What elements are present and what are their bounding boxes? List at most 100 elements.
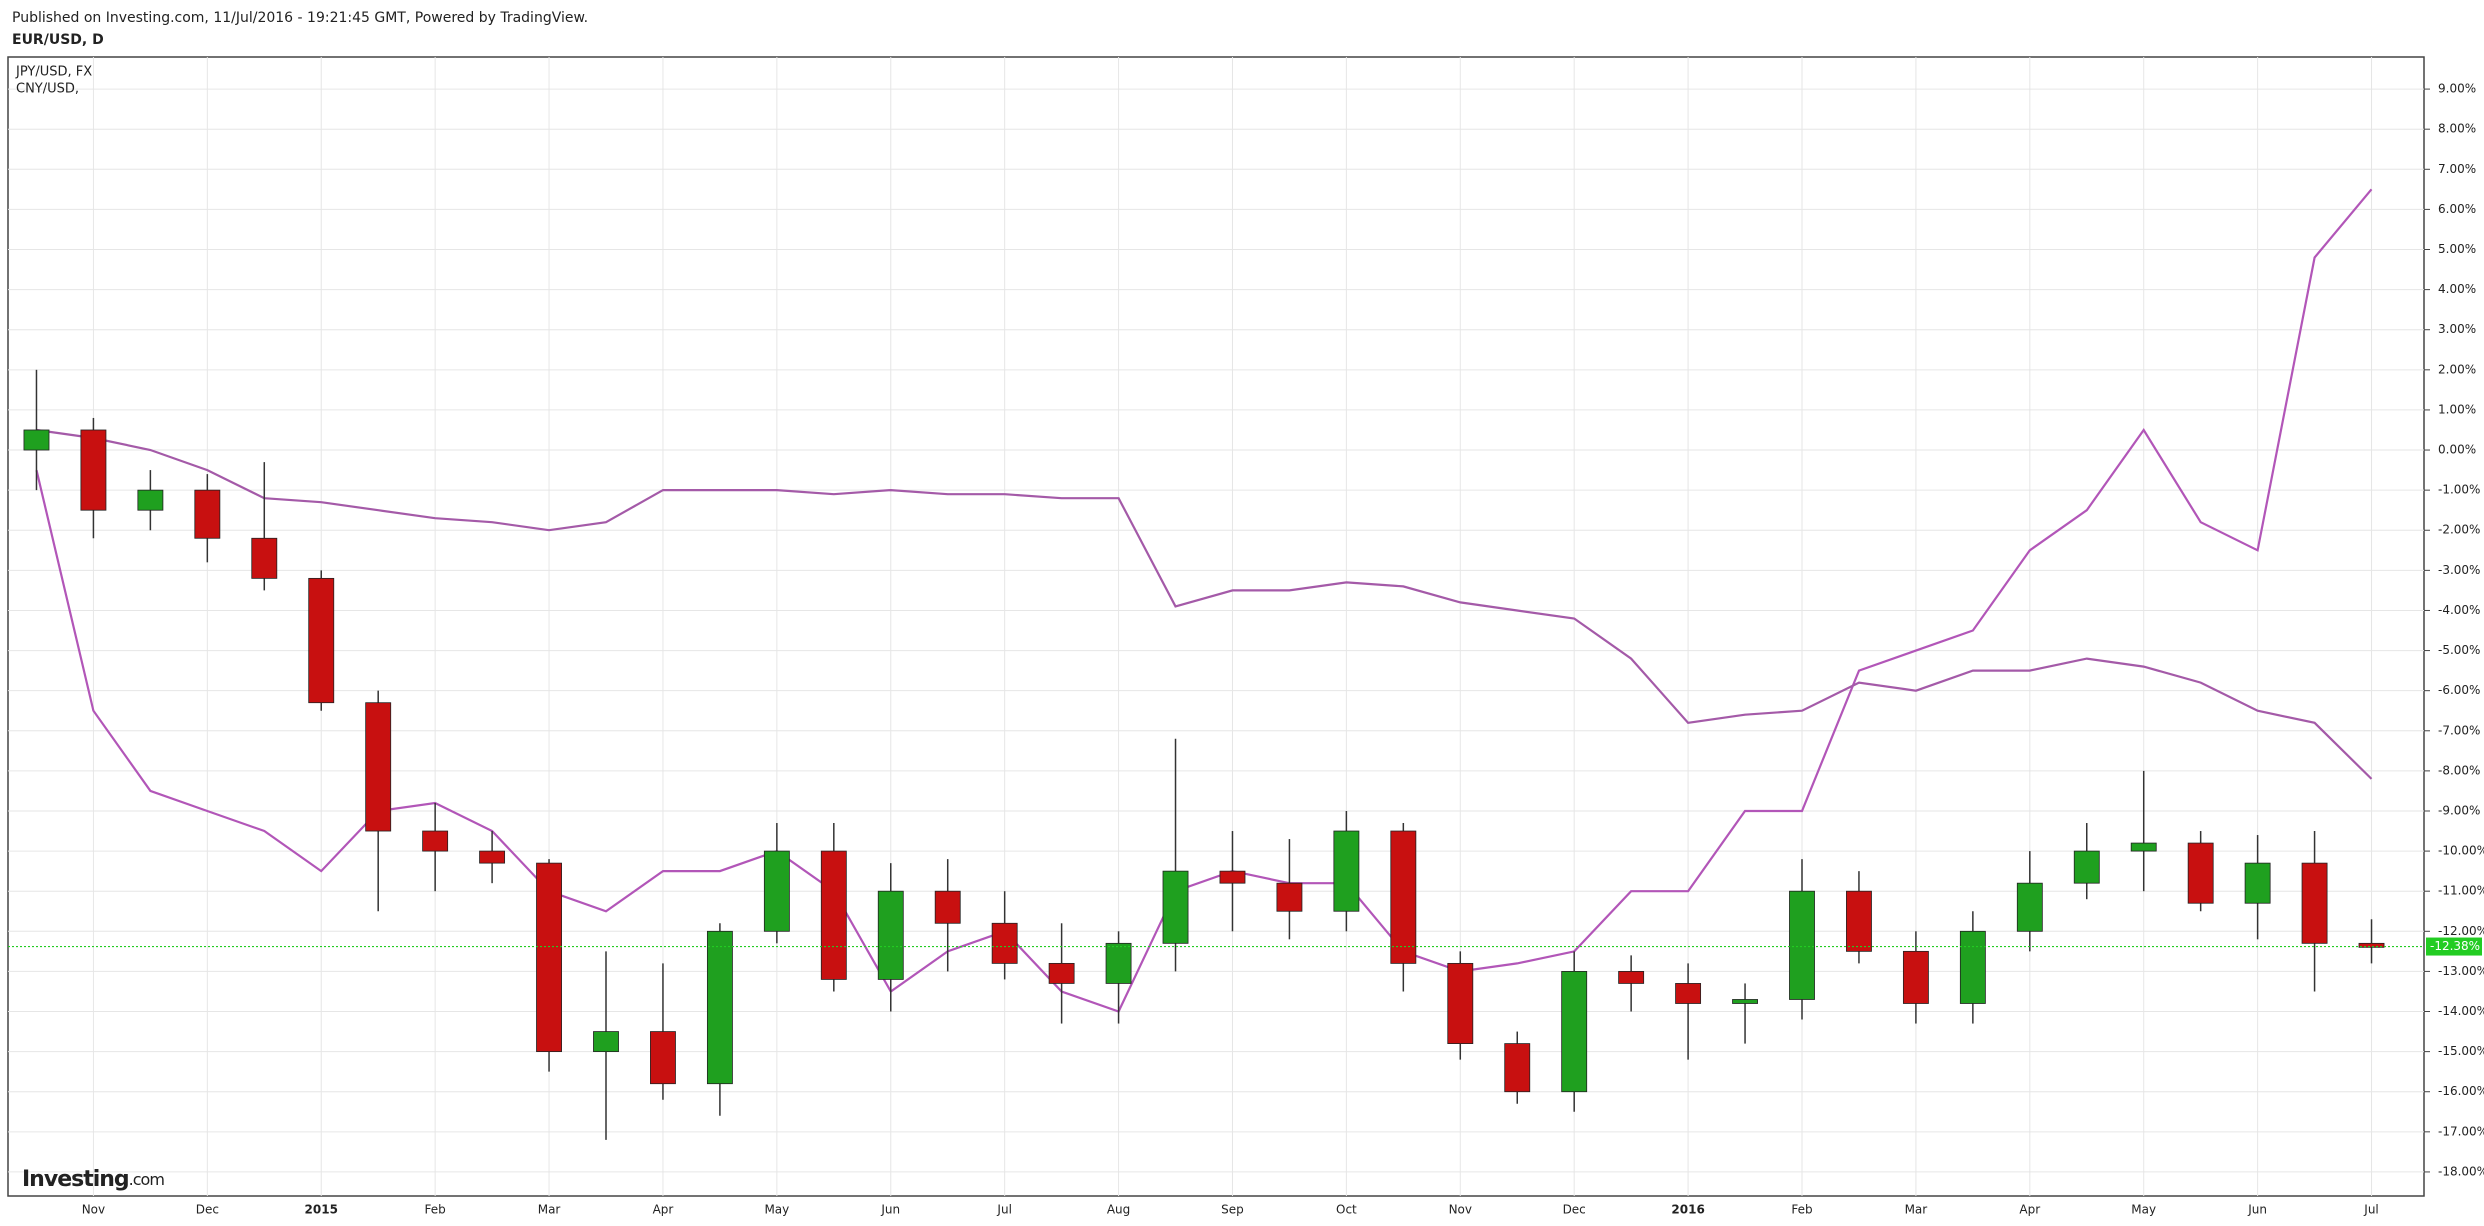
series-line bbox=[36, 428, 2373, 780]
candle-body bbox=[1732, 999, 1758, 1004]
legend-entry: CNY/USD, bbox=[16, 82, 79, 97]
y-tick-label: -17.00% bbox=[2438, 1124, 2484, 1138]
x-tick-label: Apr bbox=[2019, 1203, 2040, 1217]
marks bbox=[8, 188, 2424, 1140]
x-tick-label: Sep bbox=[1221, 1203, 1244, 1217]
x-tick-label: Aug bbox=[1107, 1203, 1130, 1217]
y-tick-label: 9.00% bbox=[2438, 82, 2476, 96]
y-tick-label: -8.00% bbox=[2438, 763, 2480, 777]
candle-body bbox=[2244, 862, 2271, 904]
y-tick-label: -3.00% bbox=[2438, 563, 2480, 577]
x-tick-label: Feb bbox=[1791, 1203, 1812, 1217]
candle-body bbox=[2016, 882, 2043, 932]
labels: 9.00% 8.00% 7.00% 6.00% 5.00% 4.00% 3.00% 2.00%… bbox=[15, 65, 2484, 1217]
candle-body bbox=[1561, 971, 1588, 1093]
x-tick-label: Mar bbox=[1905, 1203, 1928, 1217]
y-tick-label: -11.00% bbox=[2438, 884, 2484, 898]
y-tick-label: -16.00% bbox=[2438, 1084, 2484, 1098]
x-tick-label: Jun bbox=[2247, 1203, 2267, 1217]
candle-body bbox=[194, 489, 221, 539]
series-line bbox=[35, 188, 2373, 1013]
y-tick-label: -12.00% bbox=[2438, 924, 2484, 938]
x-tick-label: Jul bbox=[2363, 1203, 2378, 1217]
x-tick-label: Dec bbox=[196, 1203, 219, 1217]
candle-body bbox=[2130, 842, 2157, 852]
candle-body bbox=[1048, 962, 1075, 984]
logo: Investing.com bbox=[22, 1167, 164, 1192]
plot-frame bbox=[7, 56, 2425, 1197]
y-tick-label: 5.00% bbox=[2438, 242, 2476, 256]
y-tick-label: -7.00% bbox=[2438, 723, 2480, 737]
candle-body bbox=[1162, 870, 1189, 944]
y-tick-label: -5.00% bbox=[2438, 643, 2480, 657]
candle-body bbox=[2358, 942, 2385, 948]
y-tick-label: -15.00% bbox=[2438, 1044, 2484, 1058]
y-tick-label: -18.00% bbox=[2438, 1164, 2484, 1178]
y-tick-label: 0.00% bbox=[2438, 443, 2476, 457]
candle-body bbox=[80, 429, 107, 511]
candle-body bbox=[706, 930, 733, 1085]
x-tick-label: May bbox=[764, 1203, 789, 1217]
subtitle: Published on Investing.com, 11/Jul/2016 … bbox=[12, 10, 588, 26]
last-value-label: -12.38% bbox=[2430, 939, 2480, 953]
y-tick-label: 6.00% bbox=[2438, 202, 2476, 216]
y-tick-label: 7.00% bbox=[2438, 162, 2476, 176]
candle-body bbox=[1276, 882, 1303, 912]
legend-entry: JPY/USD, FX bbox=[15, 65, 92, 80]
y-tick-label: -4.00% bbox=[2438, 603, 2480, 617]
candle-body bbox=[1959, 930, 1986, 1004]
y-tick-label: -14.00% bbox=[2438, 1004, 2484, 1018]
candle-body bbox=[23, 429, 50, 451]
candle-body bbox=[1219, 870, 1246, 884]
y-tick-label: -10.00% bbox=[2438, 844, 2484, 858]
candle-body bbox=[2073, 850, 2100, 884]
candle-body bbox=[308, 577, 335, 704]
y-tick-label: -13.00% bbox=[2438, 964, 2484, 978]
candle-body bbox=[1618, 971, 1645, 984]
x-tick-label: Mar bbox=[538, 1203, 561, 1217]
x-tick-label: Jul bbox=[996, 1203, 1011, 1217]
candle-body bbox=[1504, 1043, 1531, 1093]
candle-body bbox=[593, 1031, 619, 1053]
y-tick-label: -9.00% bbox=[2438, 803, 2480, 817]
x-tick-label: Oct bbox=[1336, 1203, 1357, 1217]
candle-body bbox=[650, 1031, 676, 1085]
x-tick-label: Nov bbox=[1449, 1203, 1472, 1217]
y-tick-label: 3.00% bbox=[2438, 322, 2476, 336]
y-tick-label: -2.00% bbox=[2438, 523, 2480, 537]
candle-body bbox=[1333, 830, 1360, 912]
x-tick-label: Apr bbox=[653, 1203, 674, 1217]
candle-body bbox=[422, 830, 449, 852]
y-tick-label: 8.00% bbox=[2438, 122, 2476, 136]
candle-body bbox=[763, 850, 790, 932]
y-tick-label: -6.00% bbox=[2438, 683, 2480, 697]
candle-body bbox=[1789, 890, 1815, 1000]
candle-body bbox=[1390, 830, 1417, 964]
logo-brand: Investing bbox=[22, 1167, 129, 1192]
y-tick-label: 2.00% bbox=[2438, 362, 2476, 376]
candle-body bbox=[877, 890, 904, 980]
candle-body bbox=[1902, 950, 1929, 1004]
candle-body bbox=[137, 489, 164, 511]
x-tick-label: May bbox=[2131, 1203, 2156, 1217]
candle-body bbox=[536, 862, 562, 1053]
y-tick-label: 4.00% bbox=[2438, 282, 2476, 296]
candle-body bbox=[479, 850, 506, 864]
x-tick-label: 2015 bbox=[305, 1203, 338, 1217]
y-tick-label: 1.00% bbox=[2438, 402, 2476, 416]
x-tick-label: Nov bbox=[82, 1203, 105, 1217]
x-tick-label: 2016 bbox=[1671, 1203, 1704, 1217]
logo-suffix: .com bbox=[129, 1170, 165, 1189]
candle-body bbox=[2187, 842, 2214, 904]
candle-body bbox=[820, 850, 847, 980]
candle-body bbox=[2301, 862, 2328, 944]
candle-body bbox=[1846, 890, 1872, 952]
candle-body bbox=[1105, 942, 1132, 984]
candle-body bbox=[934, 890, 961, 924]
candle-body bbox=[1675, 983, 1702, 1004]
x-tick-label: Jun bbox=[880, 1203, 900, 1217]
x-tick-label: Dec bbox=[1563, 1203, 1586, 1217]
chart-title: EUR/USD, D bbox=[12, 32, 104, 48]
